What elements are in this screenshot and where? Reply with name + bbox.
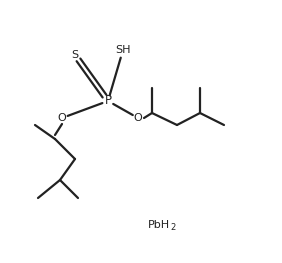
Text: SH: SH [115, 45, 131, 55]
Text: O: O [58, 113, 66, 123]
Text: S: S [71, 50, 79, 60]
Text: PbH: PbH [148, 220, 170, 230]
Text: P: P [105, 94, 111, 108]
Text: O: O [134, 113, 142, 123]
Text: 2: 2 [170, 222, 175, 231]
